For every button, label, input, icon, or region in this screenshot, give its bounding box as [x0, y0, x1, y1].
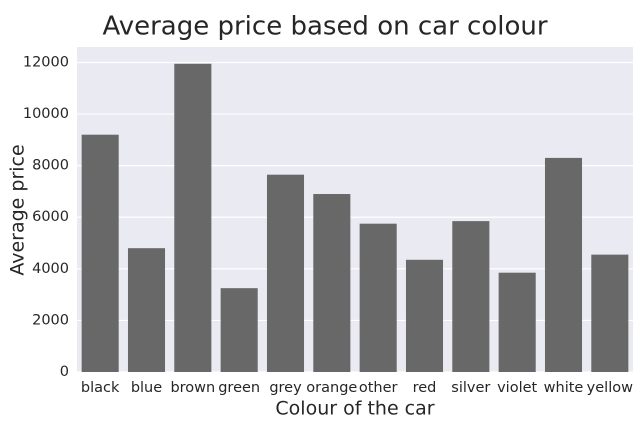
bars — [81, 63, 629, 373]
plot-area — [77, 47, 633, 372]
bar-yellow — [591, 254, 629, 372]
bar-silver — [452, 221, 490, 372]
x-tick-label-silver: silver — [451, 380, 490, 396]
bar-orange — [313, 194, 351, 372]
y-tick-label: 12000 — [23, 54, 69, 70]
bar-grey — [266, 174, 305, 372]
x-tick-label-orange: orange — [306, 380, 357, 396]
bar-green — [220, 288, 258, 372]
bar-violet — [498, 272, 536, 372]
x-tick-label-white: white — [544, 380, 584, 396]
y-tick-label: 6000 — [32, 209, 69, 225]
y-tick-label: 4000 — [32, 261, 69, 277]
bar-blue — [127, 248, 166, 372]
x-tick-label-yellow: yellow — [587, 380, 633, 396]
x-axis-ticks: black blue brown green grey orange other red sil… — [81, 380, 633, 396]
y-axis-label: Average price — [7, 144, 29, 275]
bar-black — [81, 134, 119, 372]
y-tick-label: 2000 — [32, 312, 69, 328]
y-axis-ticks: 0 2000 4000 6000 8000 10000 12000 — [23, 54, 69, 380]
x-tick-label-other: other — [359, 380, 398, 396]
y-tick-label: 8000 — [32, 158, 69, 174]
x-tick-label-blue: blue — [131, 380, 162, 396]
y-tick-label: 10000 — [23, 106, 69, 122]
gridlines — [77, 61, 633, 373]
x-tick-label-grey: grey — [269, 380, 302, 396]
x-axis-label: Colour of the car — [275, 398, 434, 420]
x-tick-label-brown: brown — [170, 380, 215, 396]
x-tick-label-green: green — [218, 380, 260, 396]
x-tick-label-red: red — [413, 380, 437, 396]
y-tick-label: 0 — [60, 364, 69, 380]
bar-red — [405, 259, 444, 372]
bar-white — [544, 157, 583, 372]
chart-title: Average price based on car colour — [102, 12, 547, 42]
bar-other — [359, 223, 397, 372]
x-tick-label-black: black — [81, 380, 120, 396]
x-tick-label-violet: violet — [497, 380, 537, 396]
bar-brown — [174, 63, 212, 373]
